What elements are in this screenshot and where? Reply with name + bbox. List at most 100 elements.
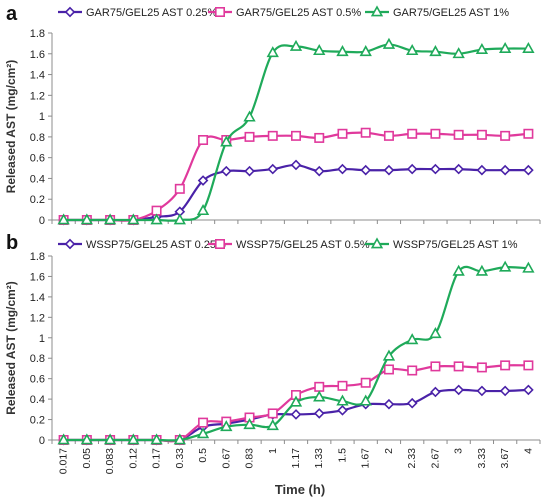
data-point [522, 41, 535, 53]
data-point [337, 405, 348, 416]
data-point [500, 360, 511, 371]
data-point [476, 385, 488, 397]
x-tick-label: 0.05 [81, 448, 93, 469]
series-2 [58, 127, 534, 226]
data-point [429, 45, 442, 57]
x-tick-label: 0.33 [174, 448, 186, 469]
y-tick-label: 0.6 [30, 374, 45, 386]
data-point [197, 175, 209, 186]
data-point [337, 163, 348, 175]
data-point [453, 163, 464, 175]
x-tick-label: 1.33 [313, 448, 325, 469]
data-point [220, 165, 232, 177]
x-tick-label: 0.083 [104, 448, 116, 474]
y-axis-label: Released AST (mg/cm²) [4, 60, 18, 194]
data-point [383, 130, 394, 141]
data-point [523, 128, 534, 139]
data-point [523, 384, 534, 396]
data-point [523, 360, 534, 371]
data-point [103, 213, 117, 225]
y-tick-label: 1.2 [30, 312, 45, 324]
data-point [313, 390, 326, 402]
data-point [289, 39, 303, 51]
y-tick-label: 0.8 [30, 353, 45, 365]
x-tick-label: 0.17 [151, 448, 163, 469]
data-point [290, 159, 302, 171]
data-point [289, 395, 303, 407]
legend-item-3: WSSP75/GEL25 AST 1% [365, 237, 518, 251]
data-point [360, 377, 371, 388]
data-point [313, 44, 326, 56]
data-point [452, 47, 465, 59]
series-line [63, 131, 529, 222]
y-tick-label: 0.2 [30, 194, 45, 206]
y-tick-label: 1.6 [30, 49, 45, 61]
data-point [475, 42, 489, 55]
legend: WSSP75/GEL25 AST 0.25% WSSP75/GEL25 AST 0… [58, 237, 518, 251]
data-point [359, 45, 372, 57]
legend: GAR75/GEL25 AST 0.25% GAR75/GEL25 AST 0.5… [58, 5, 509, 19]
series-1 [58, 159, 534, 226]
data-point [430, 386, 441, 398]
y-tick-label: 1.4 [30, 70, 45, 82]
data-point [430, 128, 441, 139]
legend-item-3: GAR75/GEL25 AST 1% [365, 5, 509, 19]
data-point [499, 164, 511, 176]
data-point [314, 381, 325, 392]
x-tick-label: 0.12 [127, 448, 139, 469]
data-point [336, 45, 349, 57]
x-tick-label: 4 [522, 448, 534, 454]
x-axis-label: Time (h) [275, 482, 325, 497]
legend-label: WSSP75/GEL25 AST 1% [393, 239, 518, 251]
data-point [406, 397, 418, 409]
data-point [173, 213, 186, 225]
data-point [453, 361, 464, 372]
data-point [498, 41, 512, 53]
x-tick-label: 2.33 [406, 448, 418, 469]
data-point [198, 135, 209, 146]
y-tick-label: 0.8 [30, 132, 45, 144]
legend-item-1: GAR75/GEL25 AST 0.25% [58, 6, 217, 19]
legend-marker [215, 7, 226, 17]
panel-letter: a [6, 3, 18, 25]
x-tick-label: 0.67 [220, 448, 232, 469]
x-tick-label: 1.67 [360, 448, 372, 469]
data-point [244, 165, 255, 177]
data-point [500, 130, 511, 141]
data-point [57, 213, 70, 225]
data-point [173, 433, 186, 445]
y-tick-label: 1.8 [30, 251, 45, 263]
data-point [243, 110, 256, 122]
data-point [80, 433, 94, 445]
panel-letter: b [6, 232, 18, 254]
data-point [406, 333, 419, 345]
x-tick-label: 2.67 [429, 448, 441, 469]
x-tick-label: 3.33 [476, 448, 488, 469]
data-point [383, 164, 395, 176]
data-point [452, 264, 465, 276]
data-point [150, 213, 163, 225]
y-tick-label: 0.6 [30, 153, 45, 165]
data-point [174, 183, 185, 194]
data-point [266, 419, 279, 431]
y-tick-label: 0.4 [30, 394, 45, 406]
data-point [522, 261, 535, 273]
legend-label: WSSP75/GEL25 AST 0.5% [236, 239, 370, 251]
y-tick-label: 1.4 [30, 292, 45, 304]
data-point [127, 433, 140, 445]
data-point [336, 394, 349, 406]
y-tick-label: 1 [39, 111, 45, 123]
legend-item-2: WSSP75/GEL25 AST 0.5% [208, 239, 370, 251]
data-point [290, 409, 302, 420]
data-point [430, 361, 441, 372]
data-point [267, 408, 278, 419]
panel-a: a Released AST (mg/cm²) 0 0.2 0.4 0.6 0.8 1 1.2 1… [4, 3, 541, 227]
data-point [244, 131, 255, 142]
series-3 [57, 37, 535, 225]
data-point [313, 165, 325, 177]
x-tick-label: 3.67 [499, 448, 511, 469]
data-point [453, 384, 464, 396]
x-tick-label: 1.5 [336, 448, 348, 463]
y-tick-label: 1 [39, 333, 45, 345]
y-tick-label: 0.2 [30, 415, 45, 427]
